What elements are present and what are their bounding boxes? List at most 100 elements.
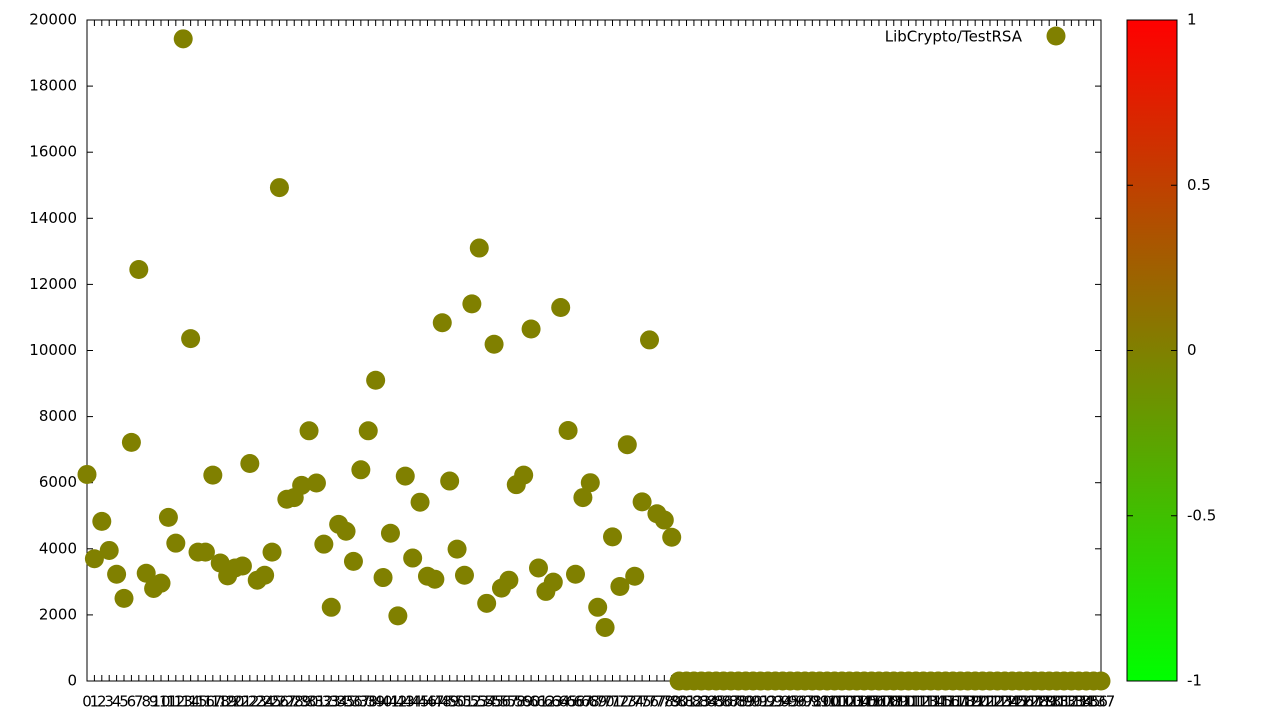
- point: [588, 597, 608, 617]
- x-tick-label: 46: [418, 693, 437, 711]
- point: [595, 617, 615, 637]
- x-tick-label: 100: [813, 693, 842, 711]
- point: [610, 576, 630, 596]
- x-tick-label: 118: [946, 693, 975, 711]
- x-tick-label: 101: [820, 693, 849, 711]
- x-tick-label: 134: [1064, 693, 1093, 711]
- point: [292, 475, 312, 495]
- point: [306, 473, 326, 493]
- x-tick-label: 116: [931, 693, 960, 711]
- x-tick-label: 85: [707, 693, 726, 711]
- x-tick-label: 62: [536, 693, 555, 711]
- point: [77, 464, 97, 484]
- x-tick-label: 26: [270, 693, 289, 711]
- x-tick-label: 131: [1042, 693, 1071, 711]
- x-tick-label: 90: [744, 693, 763, 711]
- point: [632, 492, 652, 512]
- x-tick-label: 73: [618, 693, 637, 711]
- x-tick-label: 78: [655, 693, 674, 711]
- point: [469, 238, 489, 258]
- point: [84, 549, 104, 569]
- point: [321, 597, 341, 617]
- x-tick-label: 102: [828, 693, 857, 711]
- y-tick-label: 6000: [39, 473, 77, 491]
- x-tick-label: 64: [551, 693, 570, 711]
- x-tick-label: 65: [559, 693, 578, 711]
- x-tick-label: 107: [865, 693, 894, 711]
- point: [440, 471, 460, 491]
- point: [543, 572, 563, 592]
- x-tick-label: 117: [939, 693, 968, 711]
- x-tick-label: 34: [329, 693, 348, 711]
- x-tick-label: 58: [507, 693, 526, 711]
- x-tick-label: 70: [596, 693, 615, 711]
- x-tick-label: 91: [751, 693, 770, 711]
- x-tick-label: 83: [692, 693, 711, 711]
- point: [240, 454, 260, 474]
- point: [336, 521, 356, 541]
- x-tick-label: 95: [781, 693, 800, 711]
- point: [499, 570, 519, 590]
- x-tick-label: 79: [662, 693, 681, 711]
- point: [166, 533, 186, 553]
- x-tick-label: 75: [633, 693, 652, 711]
- point: [129, 260, 149, 280]
- x-tick-label: 68: [581, 693, 600, 711]
- x-tick-label: 81: [677, 693, 696, 711]
- point: [462, 294, 482, 314]
- x-tick-label: 31: [307, 693, 326, 711]
- x-tick-label: 54: [477, 693, 496, 711]
- y-tick-label: 2000: [39, 605, 77, 623]
- x-tick-label: 20: [225, 693, 244, 711]
- x-tick-label: 48: [433, 693, 452, 711]
- y-tick-label: 16000: [29, 143, 77, 161]
- point: [447, 539, 467, 559]
- x-tick-label: 3: [104, 693, 114, 711]
- x-tick-label: 47: [425, 693, 444, 711]
- point: [195, 542, 215, 562]
- x-tick-label: 89: [736, 693, 755, 711]
- x-tick-label: 69: [588, 693, 607, 711]
- point: [573, 488, 593, 508]
- x-tick-label: 29: [292, 693, 311, 711]
- x-tick-label: 32: [314, 693, 333, 711]
- x-tick-label: 86: [714, 693, 733, 711]
- x-tick-label: 37: [351, 693, 370, 711]
- x-tick-label: 71: [603, 693, 622, 711]
- x-tick-label: 6: [127, 693, 137, 711]
- x-tick-label: 84: [699, 693, 718, 711]
- x-tick-label: 13: [174, 693, 193, 711]
- y-tick-label: 18000: [29, 77, 77, 95]
- x-tick-label: 38: [359, 693, 378, 711]
- x-tick-label: 111: [894, 693, 923, 711]
- x-tick-label: 106: [857, 693, 886, 711]
- point: [380, 523, 400, 543]
- legend-label: LibCrypto/TestRSA: [885, 28, 1023, 46]
- x-tick-label: 30: [299, 693, 318, 711]
- point: [366, 370, 386, 390]
- x-tick-label: 12: [166, 693, 185, 711]
- point: [373, 568, 393, 588]
- x-tick-label: 18: [211, 693, 230, 711]
- x-tick-label: 88: [729, 693, 748, 711]
- colorbar-tick-label: 1: [1187, 11, 1197, 29]
- colorbar: [1126, 19, 1178, 682]
- x-tick-label: 94: [773, 693, 792, 711]
- x-tick-label: 45: [411, 693, 430, 711]
- point: [1091, 671, 1111, 691]
- x-tick-label: 136: [1079, 693, 1108, 711]
- x-tick-label: 113: [909, 693, 938, 711]
- x-tick-label: 127: [1013, 693, 1042, 711]
- x-tick-label: 14: [181, 693, 200, 711]
- x-tick-label: 21: [233, 693, 252, 711]
- y-tick-label: 12000: [29, 275, 77, 293]
- x-tick-label: 124: [990, 693, 1019, 711]
- x-tick-label: 76: [640, 693, 659, 711]
- x-tick-label: 27: [277, 693, 296, 711]
- point: [395, 466, 415, 486]
- point: [410, 492, 430, 512]
- point: [432, 313, 452, 333]
- x-tick-label: 105: [850, 693, 879, 711]
- x-tick-label: 4: [112, 693, 122, 711]
- x-tick-label: 112: [902, 693, 931, 711]
